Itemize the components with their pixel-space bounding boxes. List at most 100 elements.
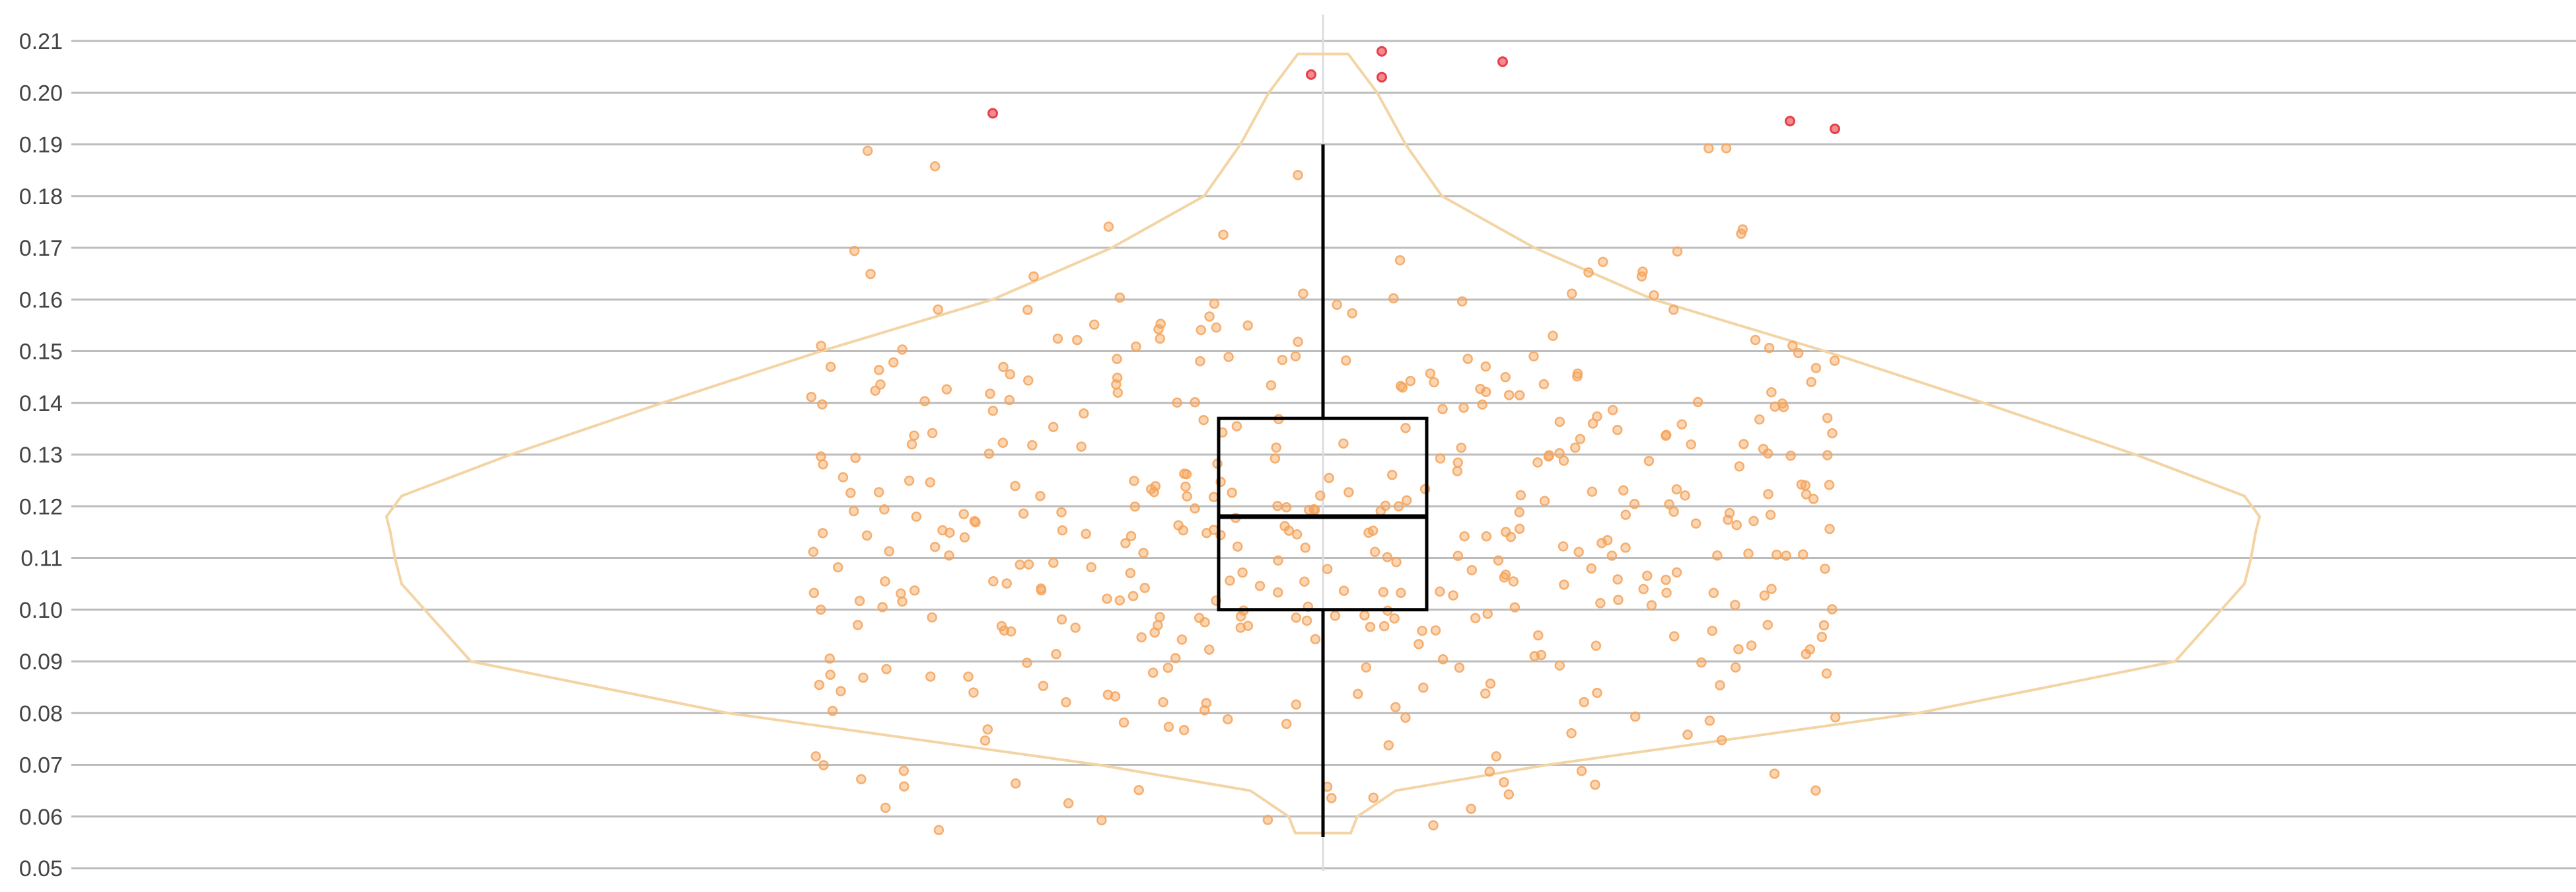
data-point bbox=[1035, 490, 1046, 502]
data-point bbox=[1086, 562, 1096, 573]
data-point bbox=[927, 612, 937, 623]
data-point bbox=[1231, 421, 1242, 431]
data-point bbox=[1310, 634, 1321, 645]
y-tick-label: 0.17 bbox=[19, 236, 63, 261]
data-point bbox=[1413, 639, 1424, 650]
data-point bbox=[1391, 556, 1402, 568]
y-tick-label: 0.13 bbox=[19, 443, 63, 468]
data-point bbox=[1787, 340, 1798, 351]
data-point bbox=[1573, 546, 1584, 558]
data-point bbox=[996, 620, 1007, 632]
data-point bbox=[1027, 440, 1038, 451]
data-point bbox=[1125, 568, 1136, 579]
data-point bbox=[1198, 414, 1209, 426]
data-point bbox=[1089, 319, 1100, 330]
data-point bbox=[808, 546, 819, 557]
data-point bbox=[1716, 735, 1727, 746]
data-point bbox=[1595, 598, 1606, 609]
data-point bbox=[1765, 509, 1776, 520]
data-point bbox=[1737, 224, 1748, 235]
data-point bbox=[1036, 585, 1047, 596]
data-point bbox=[1591, 640, 1602, 651]
data-point bbox=[1254, 581, 1266, 591]
data-point bbox=[849, 246, 860, 256]
data-point bbox=[1279, 521, 1290, 532]
data-point bbox=[1430, 625, 1441, 636]
data-point bbox=[1612, 424, 1623, 435]
data-point bbox=[1810, 785, 1821, 796]
data-point bbox=[1196, 324, 1207, 336]
iqr-box bbox=[1217, 416, 1429, 612]
data-point bbox=[1822, 450, 1833, 461]
y-tick-label: 0.14 bbox=[19, 391, 63, 416]
data-point bbox=[1405, 375, 1416, 387]
data-point bbox=[1242, 320, 1253, 331]
data-point bbox=[852, 620, 863, 630]
data-point bbox=[1394, 255, 1406, 266]
data-point bbox=[1793, 348, 1804, 359]
data-point bbox=[933, 304, 943, 315]
data-point bbox=[1102, 593, 1112, 604]
data-point bbox=[1668, 506, 1679, 517]
data-point bbox=[1018, 508, 1029, 519]
data-point bbox=[879, 504, 890, 515]
data-point bbox=[1671, 567, 1682, 578]
data-point bbox=[818, 760, 829, 770]
data-point bbox=[1079, 408, 1089, 419]
data-point bbox=[873, 365, 884, 375]
data-point bbox=[1301, 615, 1312, 626]
data-point bbox=[1762, 448, 1773, 459]
data-point bbox=[988, 576, 999, 587]
data-point bbox=[873, 487, 884, 498]
data-point bbox=[1138, 548, 1149, 558]
data-point bbox=[897, 344, 908, 355]
data-point bbox=[1607, 404, 1618, 416]
data-point bbox=[1754, 414, 1765, 425]
data-point bbox=[1180, 481, 1191, 492]
data-point bbox=[1575, 433, 1586, 445]
data-point bbox=[1559, 579, 1569, 590]
data-point bbox=[944, 550, 954, 561]
data-point bbox=[824, 653, 835, 664]
data-point bbox=[1827, 427, 1838, 439]
data-point bbox=[1529, 651, 1540, 661]
data-point bbox=[1028, 271, 1039, 282]
data-point bbox=[1149, 627, 1160, 638]
data-point bbox=[1480, 387, 1491, 397]
data-point bbox=[1620, 542, 1631, 553]
data-point bbox=[1820, 564, 1830, 574]
data-point bbox=[1163, 662, 1174, 673]
data-point bbox=[1723, 514, 1733, 525]
data-point bbox=[1613, 595, 1624, 605]
data-point bbox=[1480, 361, 1491, 372]
data-point bbox=[1271, 442, 1281, 453]
data-point bbox=[1338, 438, 1349, 449]
data-point bbox=[1120, 538, 1131, 548]
data-point bbox=[1548, 330, 1558, 342]
data-point bbox=[1557, 541, 1569, 552]
data-point bbox=[1203, 644, 1215, 655]
data-point bbox=[1270, 453, 1281, 464]
data-point bbox=[1010, 778, 1021, 789]
data-point bbox=[1129, 501, 1141, 512]
data-point bbox=[1126, 531, 1137, 542]
data-point bbox=[1237, 567, 1248, 578]
data-point bbox=[1190, 503, 1200, 514]
data-point bbox=[1796, 479, 1807, 490]
data-point bbox=[1378, 587, 1389, 597]
data-point bbox=[1004, 394, 1015, 406]
data-point bbox=[854, 595, 865, 607]
data-point bbox=[1326, 793, 1337, 803]
data-point bbox=[929, 161, 941, 172]
data-point bbox=[1818, 620, 1830, 631]
data-point bbox=[1417, 625, 1427, 636]
data-point bbox=[1223, 714, 1233, 725]
data-point bbox=[925, 477, 936, 488]
data-point bbox=[810, 751, 821, 762]
data-point bbox=[1266, 380, 1277, 390]
data-point bbox=[1324, 472, 1334, 484]
data-point bbox=[845, 488, 856, 498]
data-point bbox=[1218, 229, 1229, 240]
data-point bbox=[1528, 351, 1539, 362]
